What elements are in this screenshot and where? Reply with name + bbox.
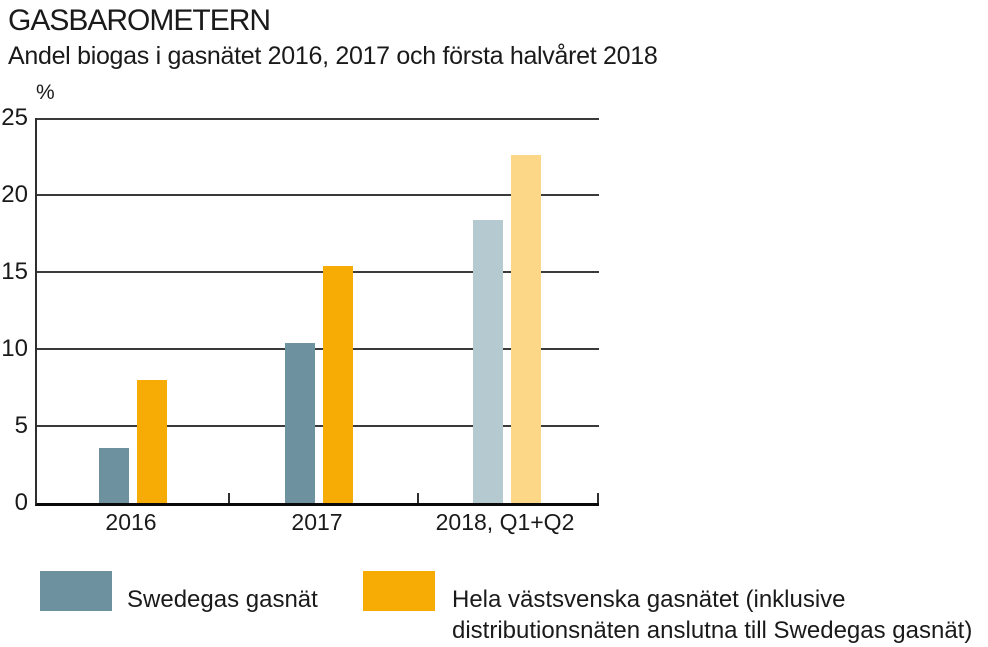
plot-area [35, 118, 599, 506]
legend-label-swedegas: Swedegas gasnät [127, 586, 318, 613]
bar-swedegas-2016 [99, 448, 129, 503]
y-tick-label-15: 15 [1, 258, 28, 285]
y-tick-label-20: 20 [1, 181, 28, 208]
y-tick-label-25: 25 [1, 104, 28, 131]
x-axis-tick-3 [597, 493, 599, 503]
chart-subtitle: Andel biogas i gasnätet 2016, 2017 och f… [8, 42, 658, 70]
gridline-25 [37, 118, 599, 120]
bar-vastsvenska-2017 [323, 266, 353, 503]
x-axis-tick-2 [417, 493, 419, 503]
bar-vastsvenska-2016 [137, 380, 167, 503]
y-tick-label-10: 10 [1, 335, 28, 362]
legend-label-vastsvenska-line1: Hela västsvenska gasnätet (inklusive [452, 586, 846, 613]
gridline-20 [37, 194, 599, 196]
y-tick-label-5: 5 [14, 412, 28, 439]
legend-label-vastsvenska-line2: distributionsnäten anslutna till Swedega… [452, 617, 973, 644]
y-tick-label-0: 0 [14, 489, 28, 516]
legend-swatch-vastsvenska [363, 571, 435, 611]
legend-item-swedegas: Swedegas gasnät [40, 571, 318, 615]
gridline-15 [37, 271, 599, 273]
bar-swedegas-2017 [285, 343, 315, 503]
x-category-label-2018-q1-q2: 2018, Q1+Q2 [435, 509, 575, 535]
legend-item-vastsvenska: Hela västsvenska gasnätet (inklusive dis… [363, 571, 972, 646]
bar-swedegas-2018-q1-q2 [473, 220, 503, 503]
legend-swatch-swedegas [40, 571, 112, 611]
x-axis-tick-1 [228, 493, 230, 503]
gridline-5 [37, 425, 599, 427]
x-category-label-2016: 2016 [105, 509, 157, 535]
chart-title: GASBAROMETERN [8, 4, 271, 37]
x-category-label-2017: 2017 [291, 509, 343, 535]
bar-vastsvenska-2018-q1-q2 [511, 155, 541, 503]
y-axis-unit-label: % [36, 81, 55, 104]
legend-label-vastsvenska: Hela västsvenska gasnätet (inklusive dis… [452, 584, 972, 646]
gridline-10 [37, 348, 599, 350]
